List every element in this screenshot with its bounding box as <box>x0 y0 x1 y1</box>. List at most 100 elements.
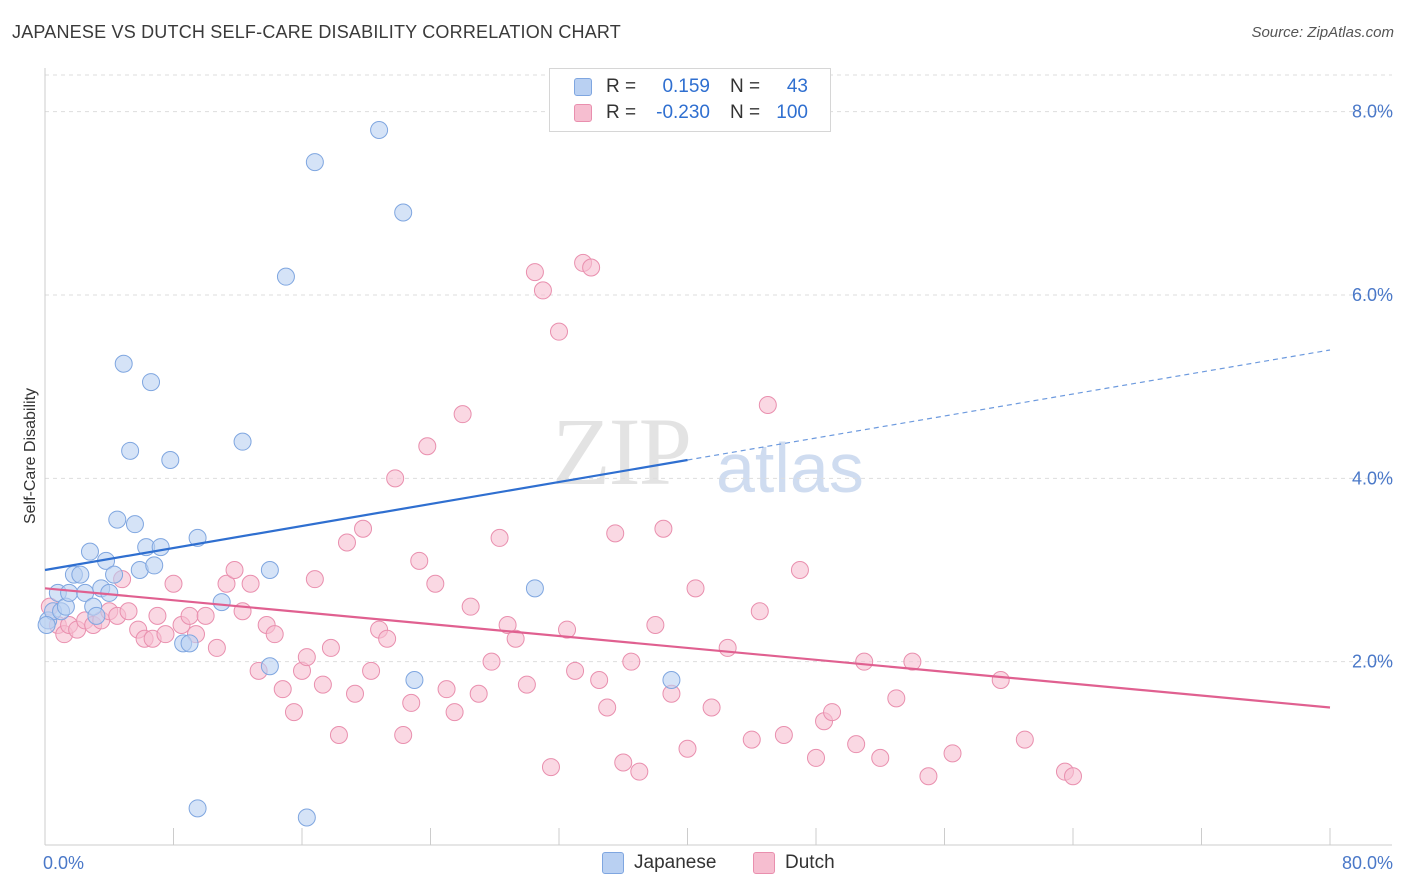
bottom-legend-swatch-dutch <box>753 852 775 874</box>
dutch-point <box>241 574 260 593</box>
y-axis-label: Self-Care Disability <box>22 388 39 524</box>
dutch-point <box>207 638 226 657</box>
dutch-point <box>453 405 472 424</box>
dutch-point <box>426 574 445 593</box>
legend-n-value: 100 <box>776 102 808 123</box>
legend-r-value: -0.230 <box>656 102 710 123</box>
dutch-point <box>566 661 585 680</box>
japanese-point <box>37 616 56 634</box>
japanese-point <box>233 432 252 451</box>
dutch-point <box>346 684 365 703</box>
japanese-point <box>260 561 279 579</box>
dutch-point <box>394 726 413 744</box>
japanese-point <box>188 799 207 818</box>
japanese-point <box>161 451 180 469</box>
dutch-point <box>225 561 244 579</box>
dutch-point <box>847 735 866 754</box>
dutch-point <box>329 726 348 744</box>
dutch-point <box>498 616 517 634</box>
dutch-point <box>646 616 665 634</box>
x-tick-label-min: 0.0% <box>43 853 84 873</box>
trend-lines <box>44 349 1331 709</box>
dutch-point <box>550 322 568 341</box>
dutch-point <box>790 561 809 579</box>
dutch-point <box>284 703 303 722</box>
legend-r-label: R = <box>606 102 637 123</box>
japanese-point <box>405 671 424 689</box>
legend-row-dutch: R = -0.230 N = 100 <box>574 101 808 125</box>
japanese-point <box>87 606 106 625</box>
japanese-point <box>180 634 199 653</box>
dutch-point <box>871 748 890 767</box>
dutch-point <box>490 528 509 547</box>
dutch-point <box>297 648 316 667</box>
legend-swatch-dutch <box>574 104 592 122</box>
dutch-point <box>919 767 938 786</box>
japanese-point <box>662 671 681 689</box>
dutch-point <box>758 396 777 414</box>
bottom-legend-dutch: Dutch <box>753 852 835 874</box>
dutch-point <box>750 602 769 621</box>
y-tick-label: 2.0% <box>1352 652 1393 672</box>
dutch-point <box>410 551 429 570</box>
dutch-point <box>156 625 175 644</box>
japanese-point <box>80 542 99 561</box>
dutch-point <box>590 671 609 689</box>
dutch-point <box>386 469 405 488</box>
dutch-point <box>196 606 215 625</box>
dutch-point <box>606 524 625 543</box>
dutch-point <box>418 437 437 456</box>
japanese-point <box>151 538 170 557</box>
y-tick-label: 8.0% <box>1352 102 1393 122</box>
bottom-legend-label-japanese: Japanese <box>634 852 717 873</box>
chart-title: JAPANESE VS DUTCH SELF-CARE DISABILITY C… <box>12 22 621 42</box>
dutch-point <box>718 638 737 657</box>
watermark-atlas: atlas <box>716 429 864 507</box>
y-tick-label: 4.0% <box>1352 468 1393 488</box>
japanese-point <box>108 510 127 529</box>
japanese-point <box>142 373 161 392</box>
legend-row-japanese: R = 0.159 N = 43 <box>574 75 808 99</box>
dutch-point <box>702 698 721 717</box>
dutch-point <box>217 574 236 593</box>
bottom-legend-swatch-japanese <box>602 852 624 874</box>
dutch-point <box>362 661 381 680</box>
dutch-point <box>622 652 641 671</box>
dutch-point <box>1064 767 1082 786</box>
japanese-point <box>125 515 144 534</box>
watermark-zip: ZIP <box>552 398 692 505</box>
japanese-point <box>121 441 140 460</box>
bottom-legend-label-dutch: Dutch <box>785 852 835 873</box>
axes: 2.0% 4.0% 6.0% 8.0% 0.0% 80.0% <box>43 68 1393 873</box>
legend-r-label: R = <box>606 76 637 97</box>
dutch-point <box>164 574 183 593</box>
dutch-point <box>582 258 601 277</box>
dutch-point <box>541 758 560 777</box>
dutch-point <box>265 625 284 644</box>
dutch-point <box>378 629 397 648</box>
japanese-point <box>114 354 133 373</box>
dutch-point <box>598 698 617 717</box>
bottom-legend: Japanese Dutch <box>0 852 1406 878</box>
dutch-point <box>180 606 199 625</box>
japanese-point <box>305 153 324 172</box>
dutch-point <box>614 753 633 772</box>
grid <box>45 74 1392 663</box>
dutch-point <box>855 652 874 671</box>
dutch-point <box>654 519 673 538</box>
dutch-point <box>943 744 962 763</box>
dutch-point <box>437 680 456 699</box>
legend-r-value: 0.159 <box>662 76 710 97</box>
dutch-point <box>445 703 464 722</box>
japanese-point <box>394 203 413 222</box>
dutch-point <box>887 689 906 708</box>
dutch-point <box>482 652 501 671</box>
dutch-point <box>273 680 292 699</box>
japanese-point <box>212 593 231 612</box>
dutch-point <box>517 675 536 694</box>
dutch-point <box>402 693 421 712</box>
legend-n-label: N = <box>730 102 761 123</box>
dutch-point <box>148 606 167 625</box>
bottom-legend-japanese: Japanese <box>602 852 716 874</box>
